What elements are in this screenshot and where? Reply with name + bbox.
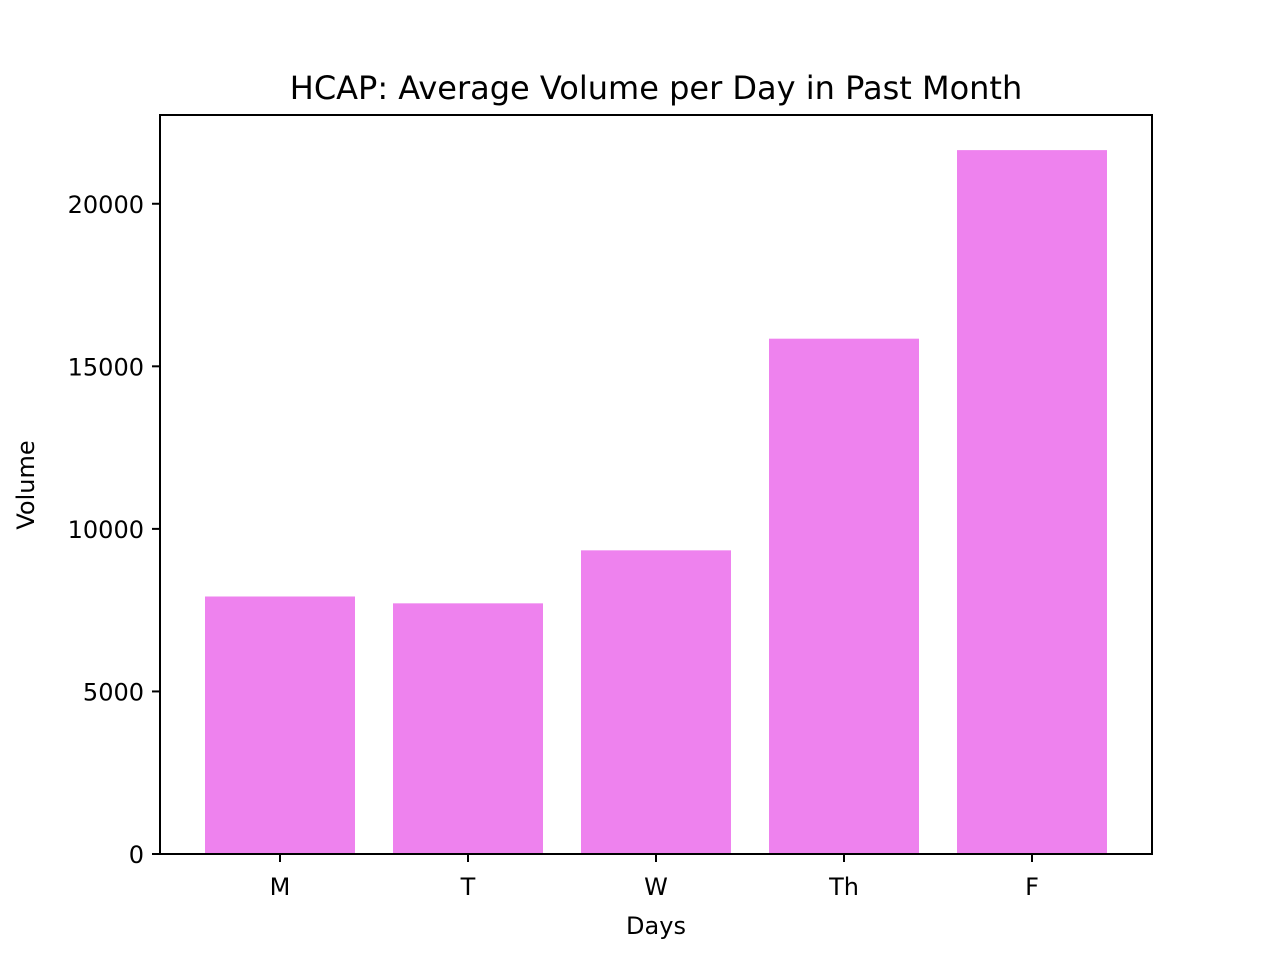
bar-T — [393, 603, 543, 854]
y-axis-label: Volume — [12, 440, 40, 529]
x-tick-label-F: F — [1025, 873, 1039, 901]
bar-Th — [769, 338, 919, 854]
bar-W — [581, 550, 731, 854]
x-tick-label-M: M — [270, 873, 291, 901]
y-tick-label-0: 0 — [129, 841, 144, 869]
x-tick-label-Th: Th — [828, 873, 859, 901]
bar-M — [205, 596, 355, 854]
chart-title: HCAP: Average Volume per Day in Past Mon… — [290, 69, 1023, 107]
bar-F — [957, 150, 1107, 855]
x-tick-label-W: W — [644, 873, 668, 901]
bars-group — [205, 150, 1107, 855]
y-tick-label-20000: 20000 — [68, 191, 144, 219]
x-axis-label: Days — [626, 912, 686, 940]
y-tick-label-5000: 5000 — [83, 678, 144, 706]
y-tick-label-10000: 10000 — [68, 516, 144, 544]
y-axis-ticks: 0 5000 10000 15000 20000 — [68, 191, 160, 869]
x-tick-label-T: T — [460, 873, 476, 901]
y-tick-label-15000: 15000 — [68, 353, 144, 381]
plot-frame — [159, 114, 1153, 855]
x-axis-ticks: M T W Th F — [270, 854, 1039, 901]
